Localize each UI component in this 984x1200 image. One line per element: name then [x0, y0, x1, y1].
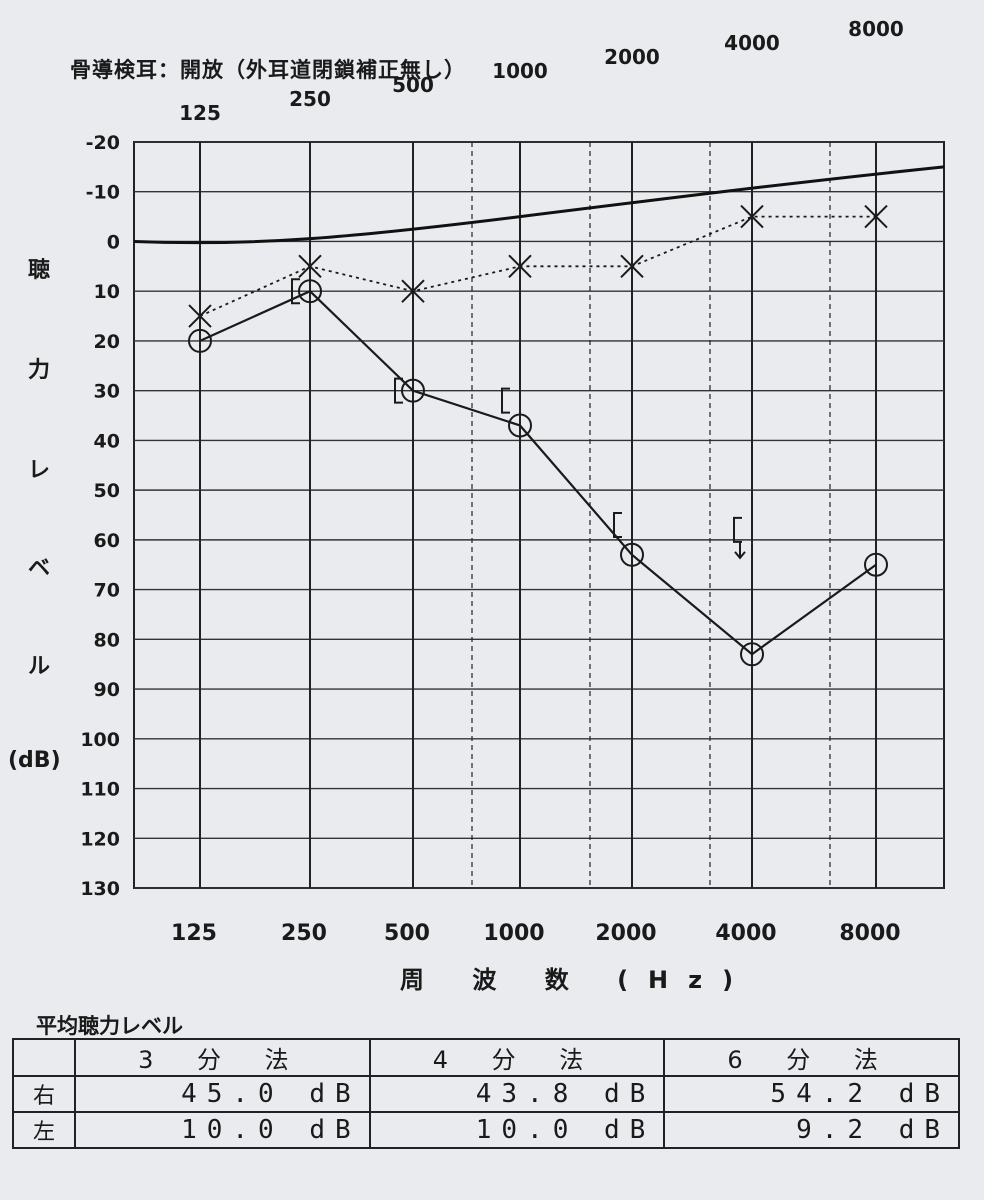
- right-method-4-value: 43.8 dB: [368, 1075, 666, 1113]
- right-method-3-value: 45.0 dB: [74, 1075, 371, 1113]
- method-6-header: 6 分 法: [663, 1038, 960, 1077]
- left-method-4-value: 10.0 dB: [368, 1111, 666, 1149]
- reference-curve: [133, 165, 945, 245]
- y-tick-label: 130: [80, 878, 120, 900]
- average-header-row: 3 分 法 4 分 法 6 分 法: [12, 1038, 960, 1077]
- average-row-left: 左 10.0 dB 10.0 dB 9.2 dB: [12, 1111, 960, 1149]
- y-tick-label: 70: [94, 580, 120, 602]
- data-point-circle: [864, 552, 888, 577]
- plot-frame: [133, 141, 945, 889]
- data-point-circle: [508, 413, 532, 438]
- x-tick-label-bottom: 250: [281, 921, 327, 946]
- right-method-6-value: 54.2 dB: [663, 1075, 960, 1113]
- x-tick-label-top: 2000: [604, 45, 660, 69]
- y-tick-label: 120: [80, 828, 120, 850]
- audiogram-chart: -20 -10 0 10 20 30 40 50 60 70 80 90 100 110 120 130 125…: [80, 17, 945, 946]
- y-tick-label: 0: [107, 231, 120, 253]
- x-tick-label-bottom: 8000: [839, 921, 900, 946]
- side-label-right: 右: [12, 1075, 76, 1113]
- data-point-cross: [508, 254, 532, 279]
- y-tick-label: 100: [80, 729, 120, 751]
- y-tick-label: 40: [94, 430, 120, 452]
- data-point-circle: [620, 542, 644, 567]
- data-point-cross: [620, 254, 644, 279]
- y-tick-label: 20: [94, 331, 120, 353]
- bone-conduction-marker: [291, 278, 300, 305]
- data-point-cross: [298, 254, 322, 279]
- bone-conduction-note: 骨導検耳：開放（外耳道閉鎖補正無し）: [70, 58, 466, 82]
- bone-conduction-marker: [501, 387, 510, 414]
- x-tick-label-bottom: 1000: [483, 921, 544, 946]
- y-axis-label-char: (dB): [8, 748, 61, 773]
- method-3-header: 3 分 法: [74, 1038, 371, 1077]
- x-tick-label-bottom: 2000: [595, 921, 656, 946]
- y-axis-label-char: 聴: [28, 258, 51, 283]
- average-level-table: 3 分 法 4 分 法 6 分 法 右 45.0 dB 43.8 dB 54.2…: [12, 1038, 960, 1149]
- data-point-circle: [298, 279, 322, 304]
- y-tick-label: 80: [94, 629, 120, 651]
- series-cross-line: [199, 215, 876, 317]
- average-row-right: 右 45.0 dB 43.8 dB 54.2 dB: [12, 1075, 960, 1113]
- bone-conduction-marker: [613, 511, 622, 538]
- side-label-left: 左: [12, 1111, 76, 1149]
- x-axis-label: 周 波 数 (Hz): [400, 966, 754, 994]
- x-tick-label-top: 250: [289, 87, 331, 111]
- data-point-cross: [864, 204, 888, 229]
- y-tick-label: -10: [86, 182, 120, 204]
- x-tick-label-bottom: 500: [384, 921, 430, 946]
- y-tick-label: 110: [80, 779, 120, 801]
- y-axis-label-char: ベ: [28, 556, 51, 581]
- data-point-circle: [401, 378, 425, 403]
- y-tick-label: 30: [94, 381, 120, 403]
- x-tick-label-top: 8000: [848, 17, 904, 41]
- data-point-cross: [188, 304, 212, 328]
- x-tick-label-top: 4000: [724, 31, 780, 55]
- x-tick-label-bottom: 125: [171, 921, 217, 946]
- average-corner-cell: [12, 1038, 76, 1077]
- average-level-title: 平均聴力レベル: [36, 1014, 183, 1038]
- data-point-circle: [740, 642, 764, 667]
- bone-conduction-marker: [394, 377, 403, 404]
- x-tick-label-bottom: 4000: [715, 921, 776, 946]
- y-tick-label: 10: [94, 281, 120, 303]
- x-tick-label-top: 1000: [492, 59, 548, 83]
- y-axis-label-char: 力: [28, 358, 51, 383]
- series-circle-line: [199, 289, 877, 656]
- y-tick-label: 50: [94, 480, 120, 502]
- data-point-circle: [188, 328, 212, 353]
- y-tick-label: 60: [94, 530, 120, 552]
- y-tick-label: 90: [94, 679, 120, 701]
- left-method-6-value: 9.2 dB: [663, 1111, 960, 1149]
- y-axis-label-char: レ: [28, 458, 51, 483]
- x-tick-label-top: 125: [179, 101, 221, 125]
- data-point-cross: [401, 279, 425, 303]
- bone-conduction-marker: [733, 516, 742, 543]
- data-point-cross: [740, 204, 764, 229]
- no-response-arrow: [734, 541, 746, 560]
- x-tick-label-top: 500: [392, 73, 434, 97]
- y-axis-label-char: ル: [28, 654, 51, 679]
- left-method-3-value: 10.0 dB: [74, 1111, 371, 1149]
- method-4-header: 4 分 法: [368, 1038, 666, 1077]
- y-tick-label: -20: [86, 132, 120, 154]
